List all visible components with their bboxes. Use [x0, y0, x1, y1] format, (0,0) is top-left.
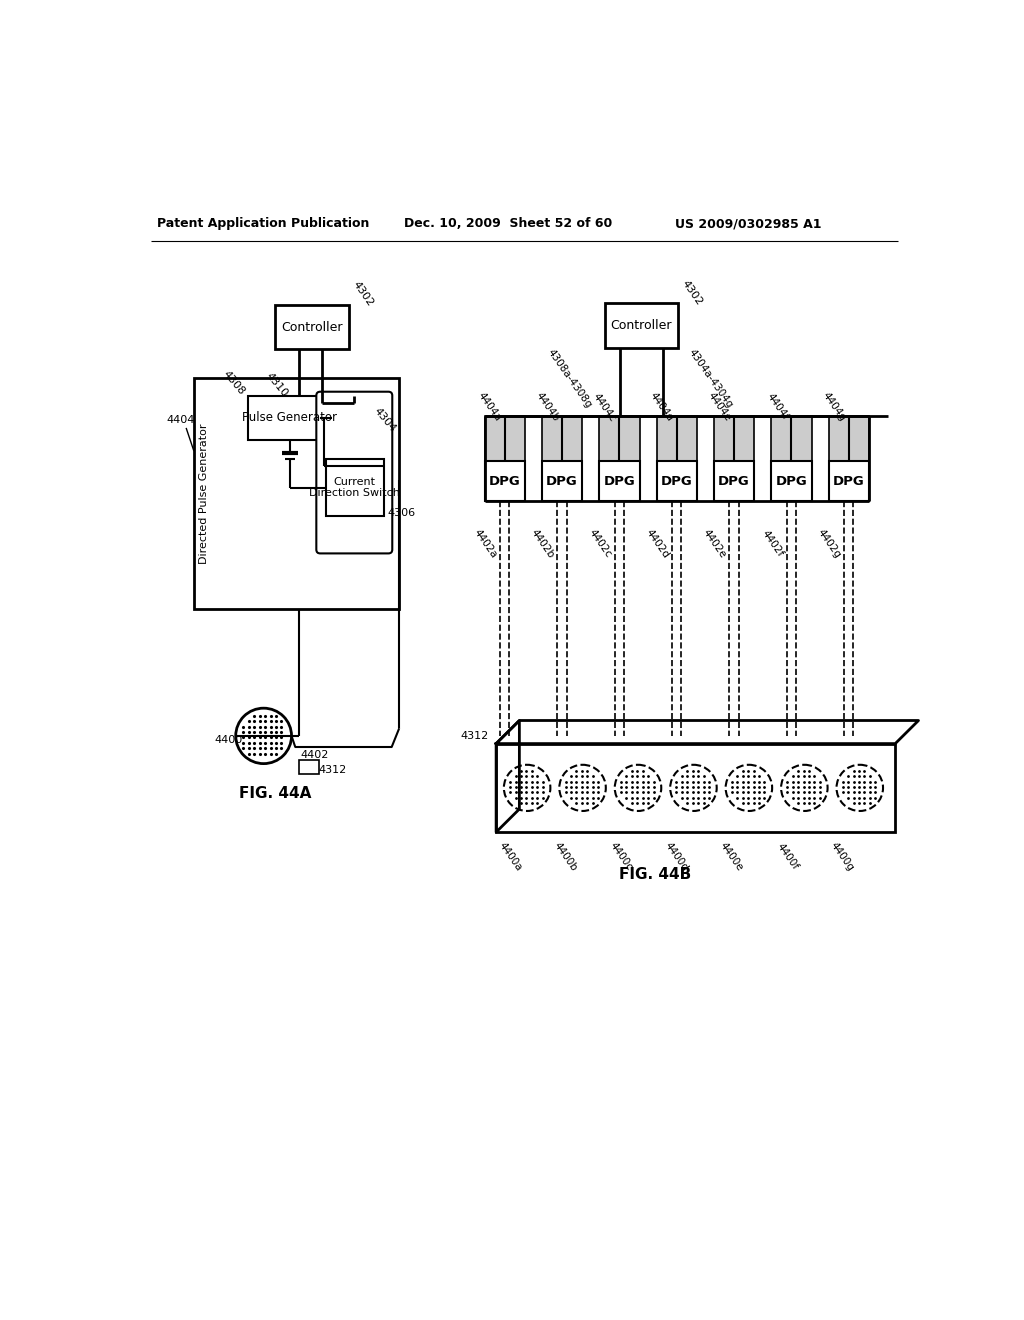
Text: 4400: 4400 — [214, 735, 243, 744]
Text: DPG: DPG — [660, 474, 692, 487]
Text: DPG: DPG — [546, 474, 578, 487]
FancyBboxPatch shape — [316, 392, 392, 553]
Text: 4402d: 4402d — [643, 527, 671, 560]
Bar — [714, 416, 755, 461]
Text: Directed Pulse Generator: Directed Pulse Generator — [199, 424, 209, 564]
Bar — [714, 461, 755, 502]
Bar — [828, 461, 869, 502]
Text: 4402f: 4402f — [760, 528, 785, 558]
Text: Controller: Controller — [282, 321, 343, 334]
Bar — [604, 304, 678, 348]
Bar — [275, 305, 349, 350]
Bar — [828, 416, 869, 461]
Text: 4404f: 4404f — [764, 392, 790, 422]
Text: 4400a: 4400a — [497, 841, 523, 873]
Text: 4400f: 4400f — [775, 842, 801, 873]
Text: DPG: DPG — [603, 474, 635, 487]
Text: 4302: 4302 — [680, 279, 705, 306]
Text: Current
Direction Switch: Current Direction Switch — [309, 477, 400, 499]
Text: 4402e: 4402e — [700, 527, 728, 560]
Text: Dec. 10, 2009  Sheet 52 of 60: Dec. 10, 2009 Sheet 52 of 60 — [403, 218, 612, 231]
Text: 4404e: 4404e — [706, 391, 732, 424]
Text: 4404c: 4404c — [591, 391, 617, 424]
Text: 4310: 4310 — [263, 371, 290, 399]
Bar — [542, 416, 583, 461]
Bar — [326, 459, 384, 516]
Bar — [248, 396, 332, 441]
Bar — [299, 760, 318, 774]
Text: 4404: 4404 — [167, 416, 196, 425]
Bar — [194, 378, 399, 609]
Text: 4402a: 4402a — [471, 527, 499, 560]
Text: DPG: DPG — [833, 474, 864, 487]
Text: 4304: 4304 — [372, 407, 398, 434]
Text: 4400d: 4400d — [663, 841, 689, 873]
Text: 4400g: 4400g — [828, 841, 856, 873]
Text: DPG: DPG — [718, 474, 750, 487]
Text: 4402c: 4402c — [587, 528, 613, 560]
Bar — [656, 416, 697, 461]
Text: Patent Application Publication: Patent Application Publication — [158, 218, 370, 231]
Text: 4402b: 4402b — [528, 527, 556, 560]
Text: 4404d: 4404d — [648, 391, 675, 424]
Text: 4402g: 4402g — [815, 527, 843, 560]
Bar — [771, 461, 812, 502]
Text: 4308: 4308 — [221, 370, 247, 397]
Text: 4302: 4302 — [350, 280, 375, 309]
Text: 4404g: 4404g — [820, 391, 847, 424]
Text: 4400c: 4400c — [607, 841, 634, 873]
Text: DPG: DPG — [488, 474, 520, 487]
Text: Controller: Controller — [610, 319, 672, 333]
Text: FIG. 44A: FIG. 44A — [239, 787, 311, 801]
Bar — [484, 416, 524, 461]
Text: 4304a-4304g: 4304a-4304g — [686, 347, 734, 411]
Text: 4404a: 4404a — [476, 391, 503, 424]
Bar — [542, 461, 583, 502]
Bar — [771, 416, 812, 461]
Text: FIG. 44B: FIG. 44B — [618, 867, 691, 882]
Bar — [484, 461, 524, 502]
Text: 4308a-4308g: 4308a-4308g — [545, 347, 593, 411]
Text: US 2009/0302985 A1: US 2009/0302985 A1 — [675, 218, 821, 231]
Text: 4312: 4312 — [318, 764, 347, 775]
Bar — [599, 416, 640, 461]
Bar — [599, 461, 640, 502]
Text: 4404b: 4404b — [534, 391, 560, 424]
Bar — [656, 461, 697, 502]
Text: 4400e: 4400e — [718, 841, 745, 873]
Text: 4306: 4306 — [388, 508, 416, 517]
Text: 4402: 4402 — [301, 750, 329, 760]
Text: 4400b: 4400b — [552, 841, 579, 873]
Text: DPG: DPG — [775, 474, 807, 487]
Bar — [496, 743, 895, 832]
Text: Pulse Generator: Pulse Generator — [243, 412, 338, 425]
Text: 4312: 4312 — [460, 731, 488, 741]
